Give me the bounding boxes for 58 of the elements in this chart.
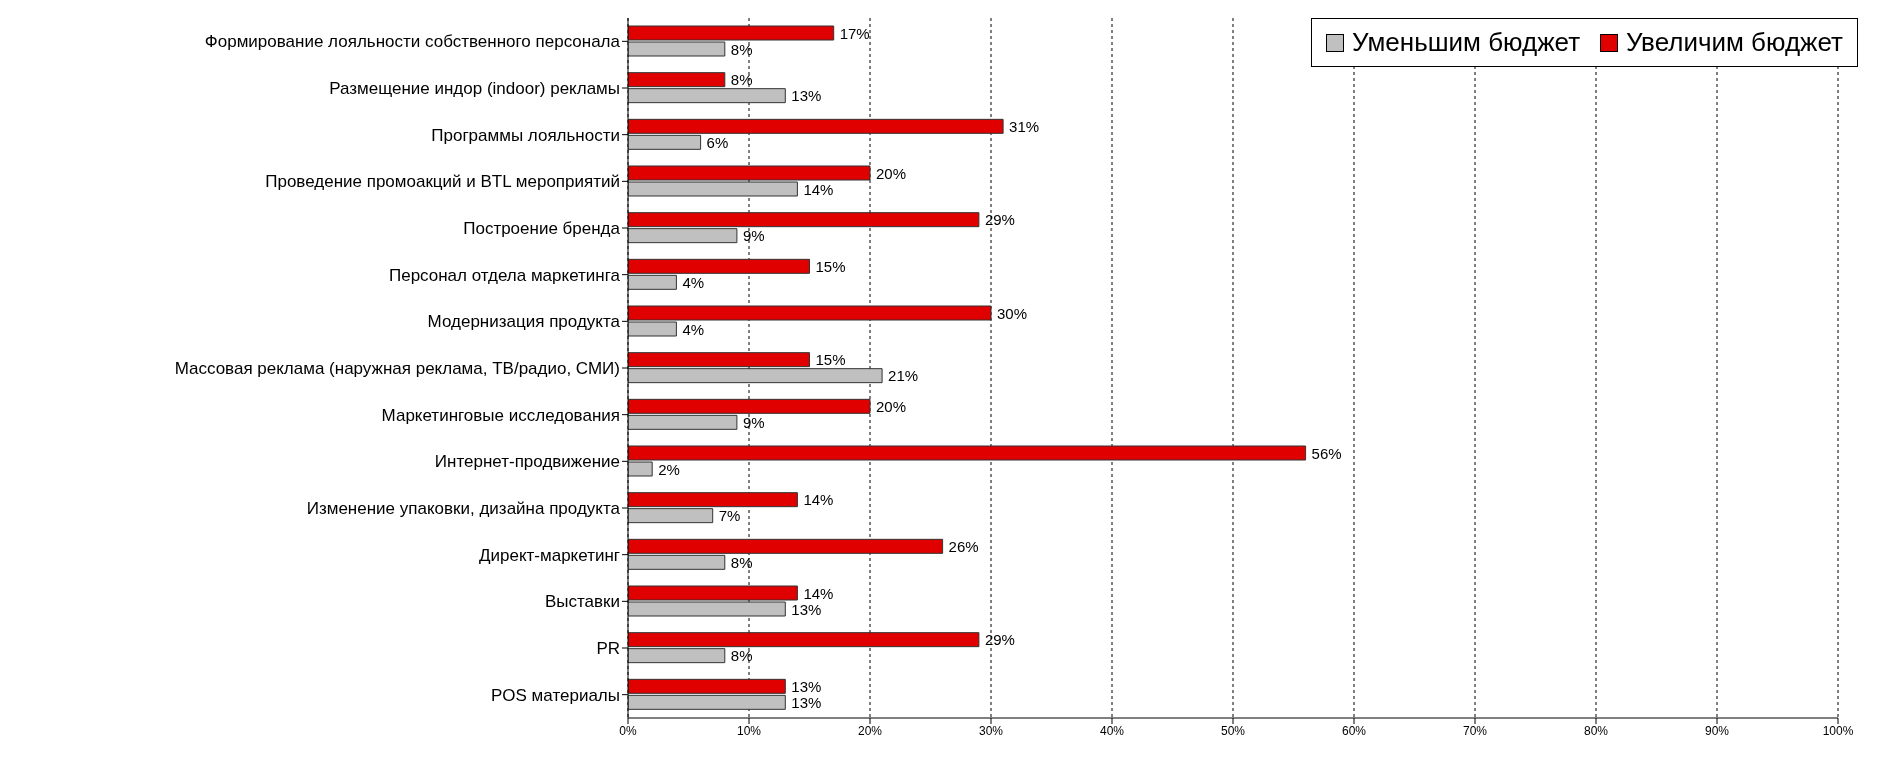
data-label: 13% bbox=[791, 693, 822, 711]
data-label: 20% bbox=[876, 397, 907, 415]
data-label: 15% bbox=[815, 257, 846, 275]
data-label: 29% bbox=[984, 631, 1015, 649]
y-tick-label: Модернизация продукта bbox=[427, 312, 621, 332]
data-label: 13% bbox=[791, 677, 822, 695]
data-label: 17% bbox=[839, 24, 870, 42]
data-label: 21% bbox=[888, 367, 919, 385]
legend-label: Уменьшим бюджет bbox=[1351, 27, 1581, 58]
x-tick-label: 50% bbox=[1220, 723, 1246, 738]
x-tick-label: 90% bbox=[1704, 723, 1730, 738]
data-label: 8% bbox=[730, 40, 753, 58]
data-label: 56% bbox=[1311, 444, 1342, 462]
y-tick-label: Директ-маркетинг bbox=[479, 545, 620, 565]
data-label: 13% bbox=[791, 600, 822, 618]
data-label: 8% bbox=[730, 647, 753, 665]
x-tick-label: 0% bbox=[619, 723, 637, 738]
data-label: 29% bbox=[984, 211, 1015, 229]
data-label: 31% bbox=[1009, 117, 1040, 135]
data-label: 15% bbox=[815, 351, 846, 369]
data-label: 9% bbox=[742, 227, 765, 245]
legend-label: Увеличим бюджет bbox=[1625, 27, 1843, 58]
y-tick-label: Проведение промоакций и BTL мероприятий bbox=[265, 172, 620, 192]
data-label: 9% bbox=[742, 413, 765, 431]
x-tick-label: 10% bbox=[736, 723, 762, 738]
x-tick-label: 60% bbox=[1341, 723, 1367, 738]
x-tick-label: 70% bbox=[1462, 723, 1488, 738]
y-tick-label: Персонал отдела маркетинга bbox=[388, 265, 621, 285]
y-tick-label: Формирование лояльности собственного персонала bbox=[204, 32, 621, 52]
y-tick-label: Маркетинговые исследования bbox=[381, 405, 620, 425]
data-label: 13% bbox=[791, 87, 822, 105]
x-tick-label: 20% bbox=[857, 723, 883, 738]
x-tick-label: 30% bbox=[978, 723, 1004, 738]
data-label: 4% bbox=[682, 320, 705, 338]
data-label: 4% bbox=[682, 273, 705, 291]
y-tick-label: PR bbox=[596, 639, 620, 659]
data-label: 26% bbox=[948, 537, 979, 555]
data-label: 8% bbox=[730, 553, 753, 571]
y-tick-label: Выставки bbox=[544, 592, 620, 612]
y-tick-label: Программы лояльности bbox=[431, 125, 620, 145]
data-label: 8% bbox=[730, 71, 753, 89]
y-tick-label: Интернет-продвижение bbox=[434, 452, 620, 472]
y-tick-label: Построение бренда bbox=[463, 219, 621, 239]
x-tick-label: 40% bbox=[1099, 723, 1125, 738]
data-label: 30% bbox=[997, 304, 1028, 322]
y-tick-label: POS материалы bbox=[491, 685, 620, 705]
data-label: 2% bbox=[658, 460, 680, 478]
data-label: 7% bbox=[718, 507, 741, 525]
data-label: 6% bbox=[706, 133, 729, 151]
data-label: 14% bbox=[803, 180, 834, 198]
x-tick-label: 100% bbox=[1822, 723, 1854, 738]
y-tick-label: Размещение индор (indoor) рекламы bbox=[329, 79, 620, 99]
data-label: 20% bbox=[876, 164, 907, 182]
data-label: 14% bbox=[803, 491, 834, 509]
data-label: 14% bbox=[803, 584, 834, 602]
y-tick-label: Изменение упаковки, дизайна продукта bbox=[306, 499, 621, 519]
x-tick-label: 80% bbox=[1583, 723, 1609, 738]
y-tick-label: Массовая реклама (наружная реклама, ТВ/радио, СМИ) bbox=[174, 359, 620, 379]
